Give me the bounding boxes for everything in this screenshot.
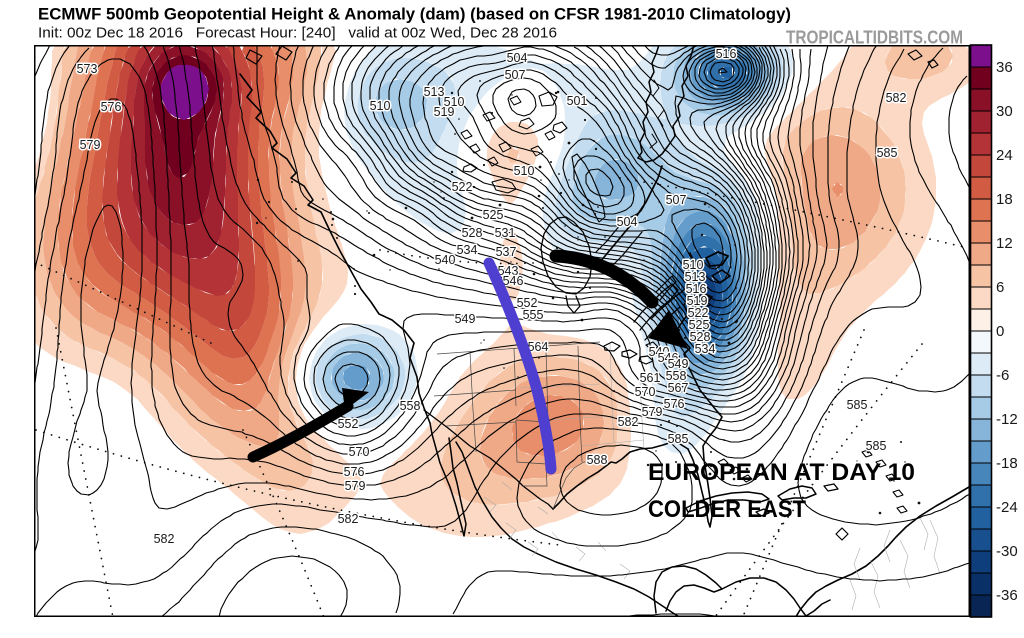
svg-text:576: 576: [101, 100, 122, 114]
svg-text:EUROPEAN AT DAY 10: EUROPEAN AT DAY 10: [648, 459, 915, 486]
svg-text:519: 519: [687, 294, 708, 308]
svg-text:501: 501: [567, 94, 588, 108]
svg-text:12: 12: [996, 235, 1013, 252]
svg-text:585: 585: [877, 146, 898, 160]
svg-text:30: 30: [996, 103, 1013, 120]
svg-text:-24: -24: [996, 499, 1018, 516]
svg-text:582: 582: [338, 512, 359, 526]
svg-text:-30: -30: [996, 543, 1018, 560]
svg-text:ECMWF 500mb Geopotential Heigh: ECMWF 500mb Geopotential Height & Anomal…: [38, 5, 791, 24]
svg-text:0: 0: [996, 323, 1004, 340]
svg-text:510: 510: [683, 258, 704, 272]
svg-text:522: 522: [452, 180, 473, 194]
svg-text:513: 513: [685, 270, 706, 284]
svg-text:513: 513: [424, 85, 445, 99]
svg-text:558: 558: [666, 369, 687, 383]
svg-text:528: 528: [690, 330, 711, 344]
svg-text:567: 567: [668, 381, 689, 395]
svg-text:24: 24: [996, 147, 1013, 164]
svg-text:552: 552: [338, 417, 359, 431]
svg-text:540: 540: [435, 253, 456, 267]
svg-text:546: 546: [658, 351, 679, 365]
svg-text:510: 510: [444, 95, 465, 109]
svg-text:525: 525: [689, 318, 710, 332]
svg-text:534: 534: [695, 342, 716, 356]
svg-text:-6: -6: [996, 367, 1009, 384]
svg-text:573: 573: [77, 62, 98, 76]
svg-text:504: 504: [617, 215, 638, 229]
svg-text:585: 585: [847, 398, 868, 412]
svg-text:-12: -12: [996, 411, 1018, 428]
svg-text:570: 570: [349, 445, 370, 459]
svg-text:507: 507: [666, 193, 687, 207]
svg-text:579: 579: [80, 138, 101, 152]
svg-text:555: 555: [523, 308, 544, 322]
svg-text:543: 543: [498, 264, 519, 278]
svg-text:549: 549: [455, 312, 476, 326]
svg-text:519: 519: [434, 105, 455, 119]
svg-text:TROPICALTIDBITS.COM: TROPICALTIDBITS.COM: [786, 27, 963, 48]
svg-text:528: 528: [462, 226, 483, 240]
svg-text:582: 582: [886, 91, 907, 105]
svg-text:36: 36: [996, 59, 1013, 76]
svg-text:Init: 00z Dec 18 2016 Foreca: Init: 00z Dec 18 2016 Forecast Hour: [24…: [38, 26, 557, 42]
svg-text:-18: -18: [996, 455, 1018, 472]
svg-text:576: 576: [344, 465, 365, 479]
svg-text:576: 576: [664, 397, 685, 411]
svg-text:522: 522: [688, 306, 709, 320]
svg-text:579: 579: [642, 405, 663, 419]
svg-text:516: 516: [686, 282, 707, 296]
svg-text:588: 588: [587, 453, 608, 467]
svg-text:582: 582: [618, 415, 639, 429]
svg-text:552: 552: [517, 296, 538, 310]
svg-text:534: 534: [457, 243, 478, 257]
svg-text:537: 537: [496, 245, 517, 259]
svg-text:570: 570: [635, 385, 656, 399]
svg-text:564: 564: [528, 340, 549, 354]
svg-text:558: 558: [400, 399, 421, 413]
svg-text:18: 18: [996, 191, 1013, 208]
svg-text:546: 546: [503, 274, 524, 288]
svg-text:540: 540: [649, 345, 670, 359]
svg-text:531: 531: [495, 226, 516, 240]
svg-text:504: 504: [507, 51, 528, 65]
svg-text:579: 579: [345, 479, 366, 493]
svg-text:507: 507: [505, 68, 526, 82]
svg-text:585: 585: [866, 439, 887, 453]
svg-text:561: 561: [640, 371, 661, 385]
svg-text:516: 516: [716, 47, 737, 61]
svg-text:582: 582: [154, 532, 175, 546]
svg-text:585: 585: [668, 432, 689, 446]
svg-text:-36: -36: [996, 587, 1018, 604]
svg-text:525: 525: [483, 208, 504, 222]
svg-text:COLDER EAST: COLDER EAST: [648, 496, 806, 523]
svg-text:510: 510: [370, 99, 391, 113]
svg-text:6: 6: [996, 279, 1004, 296]
svg-text:510: 510: [514, 164, 535, 178]
svg-text:549: 549: [668, 357, 689, 371]
